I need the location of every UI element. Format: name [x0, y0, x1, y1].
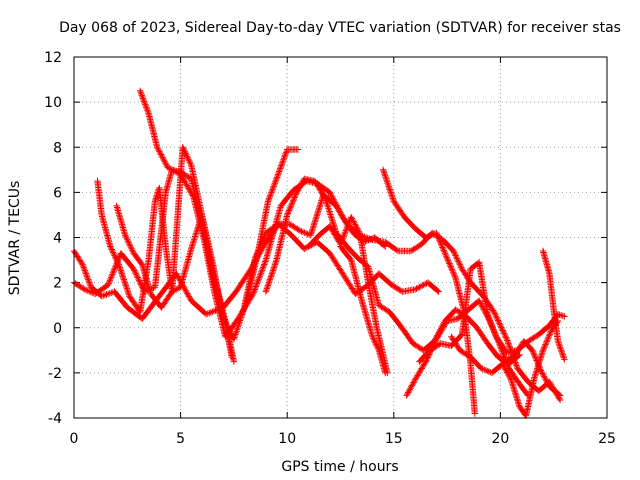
series-track-13 [448, 317, 562, 419]
y-tick-label: 2 [53, 276, 62, 292]
y-axis-label: SDTVAR / TECUs [7, 181, 23, 296]
marker-trail [448, 317, 562, 419]
y-tick-label: -2 [48, 366, 62, 382]
x-tick-label: 5 [176, 431, 185, 447]
marker-trail [492, 338, 564, 399]
data-points [70, 87, 568, 419]
y-tick-label: 12 [44, 50, 62, 66]
series-track-5 [113, 144, 235, 361]
y-tick-label: 6 [53, 185, 62, 201]
series-track-15 [539, 247, 568, 363]
y-tick-label: 0 [53, 321, 62, 337]
series-track-14 [492, 338, 564, 399]
x-tick-label: 20 [491, 431, 509, 447]
y-tick-label: 8 [53, 140, 62, 156]
x-tick-label: 0 [70, 431, 79, 447]
series-track-6 [241, 191, 564, 404]
marker-trail [113, 144, 235, 361]
series-track-12 [416, 259, 568, 365]
x-tick-label: 15 [385, 431, 403, 447]
x-tick-label: 25 [598, 431, 616, 447]
series-track-10 [379, 166, 479, 417]
axis-ticks: 0 5 10 15 20 25 -4 -2 0 2 4 6 8 10 12 [44, 50, 616, 447]
y-tick-label: -4 [48, 411, 62, 427]
x-axis-label: GPS time / hours [281, 459, 398, 475]
y-tick-label: 10 [44, 95, 62, 111]
marker-trail [416, 259, 568, 365]
marker-trail [379, 166, 479, 417]
marker-trail [305, 214, 391, 377]
x-tick-label: 10 [278, 431, 296, 447]
marker-trail [337, 243, 389, 377]
marker-trail [241, 191, 564, 404]
marker-trail [539, 247, 568, 363]
chart-title: Day 068 of 2023, Sidereal Day-to-day VTE… [59, 20, 621, 36]
plot-frame [73, 56, 608, 419]
y-tick-label: 4 [53, 231, 62, 247]
series-track-9 [337, 243, 389, 377]
series-track-8 [305, 214, 391, 377]
